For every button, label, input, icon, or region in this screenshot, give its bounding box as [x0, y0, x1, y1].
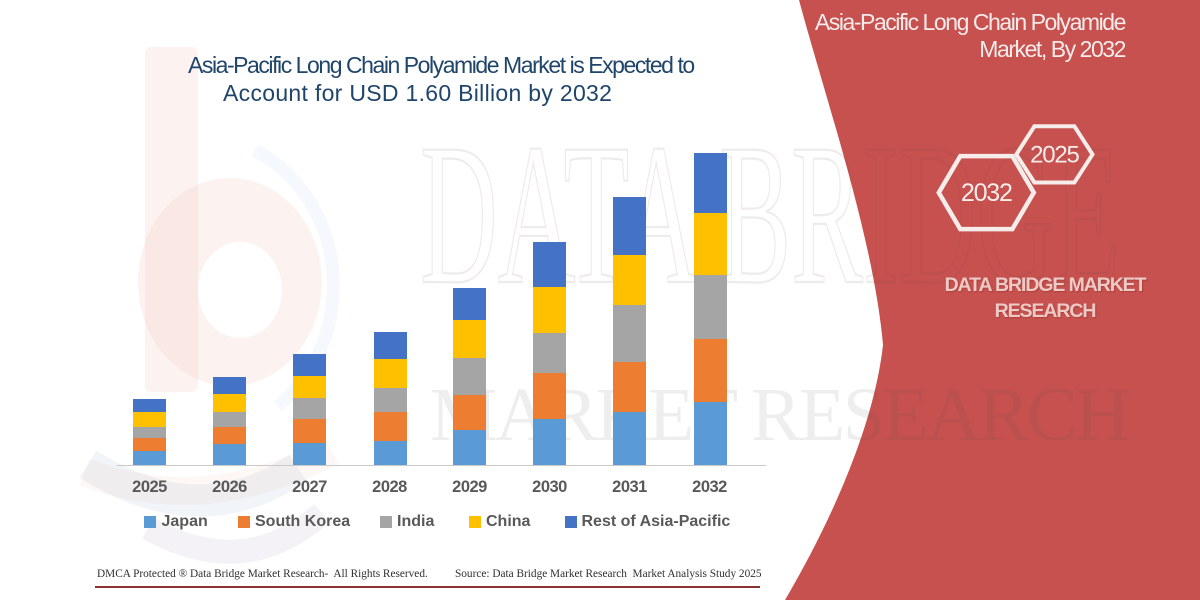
- svg-text:2032: 2032: [961, 179, 1012, 207]
- svg-text:2025: 2025: [1030, 142, 1079, 169]
